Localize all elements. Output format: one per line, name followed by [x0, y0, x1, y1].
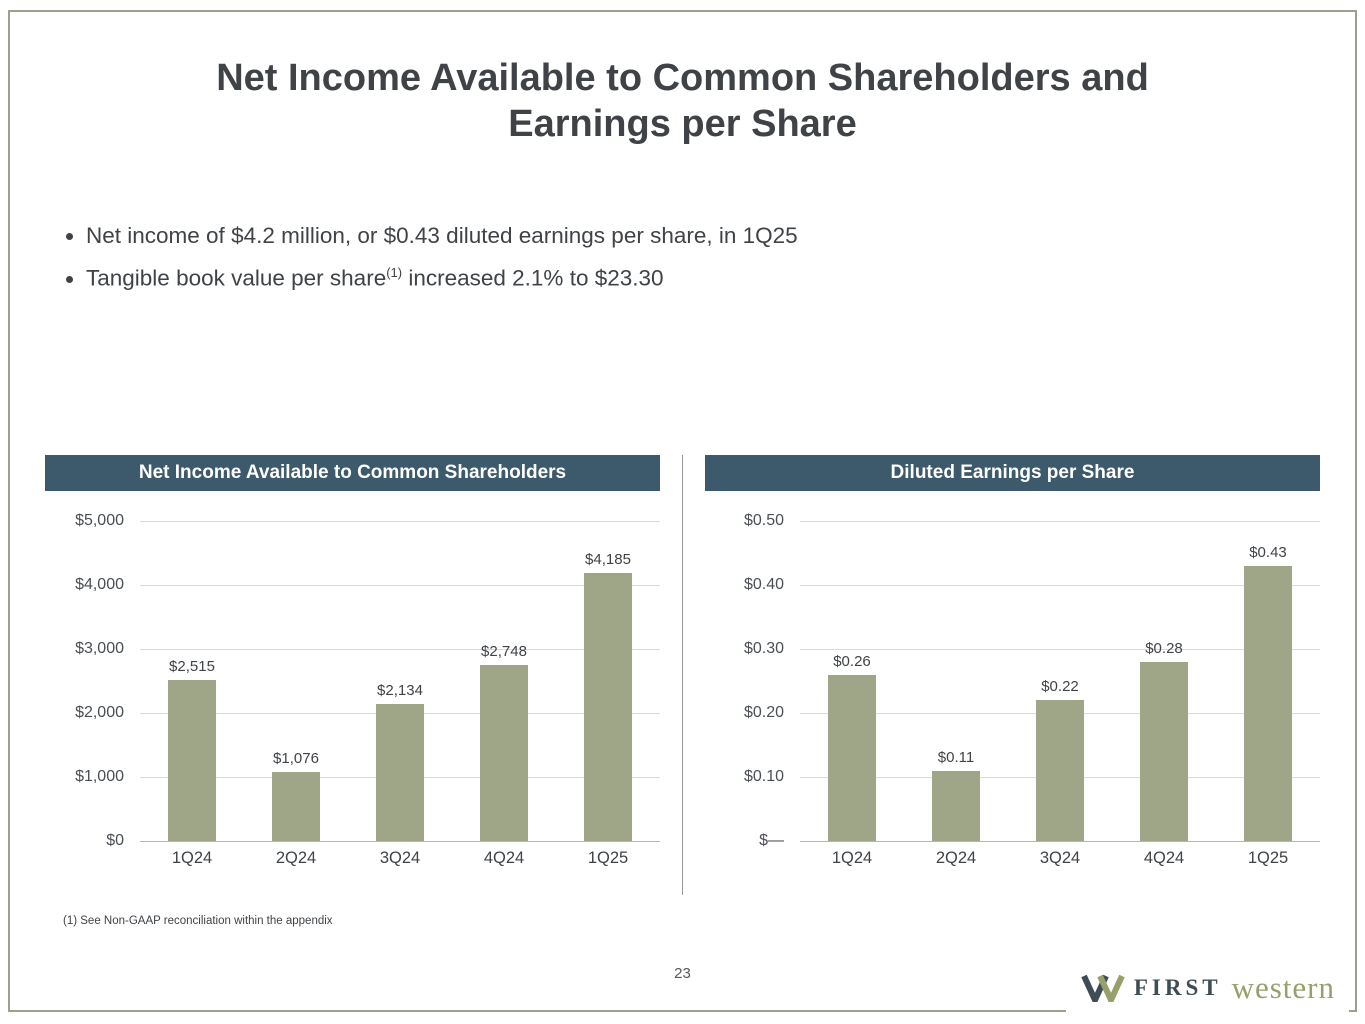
- bar-cell-1Q25: $0.43: [1233, 544, 1303, 841]
- bar-value-label: $1,076: [273, 750, 319, 768]
- x-axis-baseline: [140, 841, 660, 842]
- x-axis-category-label: 2Q24: [935, 849, 977, 867]
- bars-row: $0.26 $0.11 $0.22 $0.28 $0.43: [800, 521, 1320, 841]
- bar-3Q24: [376, 704, 424, 841]
- y-axis-tick-label: $5,000: [75, 512, 124, 529]
- bar-1Q24: [828, 674, 876, 841]
- footnote-reference: (1): [386, 265, 403, 281]
- eps-plot-area: $0.26 $0.11 $0.22 $0.28 $0.43: [800, 521, 1320, 842]
- gridline: [800, 585, 1320, 586]
- x-axis-category-label: 1Q25: [587, 849, 629, 867]
- bar-1Q25: [584, 573, 632, 841]
- x-axis-category-label: 1Q24: [171, 849, 213, 867]
- bar-value-label: $4,185: [585, 551, 631, 569]
- bullet-tangible-book-value: Tangible book value per share(1) increas…: [86, 265, 1365, 292]
- bar-cell-4Q24: $0.28: [1129, 640, 1199, 841]
- y-axis-tick-label: $0.20: [743, 704, 784, 721]
- bullet-list: Net income of $4.2 million, or $0.43 dil…: [60, 223, 1365, 292]
- bar-cell-3Q24: $0.22: [1025, 678, 1095, 841]
- charts-section: Net Income Available to Common Sharehold…: [45, 455, 1320, 868]
- bar-value-label: $0.26: [833, 652, 871, 670]
- bar-3Q24: [1036, 700, 1084, 841]
- bar-cell-2Q24: $1,076: [261, 750, 331, 841]
- first-western-logo: FIRST western: [1065, 964, 1349, 1016]
- y-axis-tick-label: $1,000: [75, 768, 124, 785]
- chart-divider-line: [682, 455, 683, 895]
- x-axis-baseline: [800, 841, 1320, 842]
- page-number: 23: [674, 965, 691, 982]
- eps-x-axis: 1Q24 2Q24 3Q24 4Q24 1Q25: [800, 849, 1320, 868]
- y-axis-tick-label: $0.30: [743, 640, 784, 657]
- eps-chart-body: $— $0.10 $0.20 $0.30 $0.40 $0.50 $0.26 $0.11 $0…: [705, 491, 1320, 849]
- first-western-logo-mark: [1081, 974, 1125, 1002]
- bar-cell-1Q24: $2,515: [157, 658, 227, 841]
- bar-cell-4Q24: $2,748: [469, 643, 539, 841]
- net-income-chart-title: Net Income Available to Common Sharehold…: [45, 455, 660, 491]
- x-axis-category-label: 2Q24: [275, 849, 317, 867]
- x-axis-category-label: 1Q25: [1247, 849, 1289, 867]
- gridline: [140, 649, 660, 650]
- bullet-net-income: Net income of $4.2 million, or $0.43 dil…: [86, 223, 1365, 249]
- bar-value-label: $0.28: [1145, 639, 1183, 657]
- net-income-y-axis: $0 $1,000 $2,000 $3,000 $4,000 $5,000: [45, 512, 140, 849]
- y-axis-tick-label: $3,000: [75, 640, 124, 657]
- bar-value-label: $2,748: [481, 643, 527, 661]
- bar-cell-1Q24: $0.26: [817, 653, 887, 841]
- y-axis-tick-label: $0.50: [743, 512, 784, 529]
- eps-chart: Diluted Earnings per Share $— $0.10 $0.20 $…: [705, 455, 1320, 868]
- x-axis-category-label: 3Q24: [379, 849, 421, 867]
- y-axis-tick-label: $0: [106, 832, 124, 849]
- logo-text-western: western: [1231, 970, 1335, 1005]
- net-income-chart: Net Income Available to Common Sharehold…: [45, 455, 660, 868]
- y-axis-tick-label: $—: [759, 832, 784, 849]
- bar-2Q24: [272, 772, 320, 841]
- slide-title: Net Income Available to Common Sharehold…: [216, 57, 1149, 145]
- x-axis-category-label: 3Q24: [1039, 849, 1081, 867]
- y-axis-tick-label: $0.10: [743, 768, 784, 785]
- bar-2Q24: [932, 770, 980, 841]
- eps-chart-title: Diluted Earnings per Share: [705, 455, 1320, 491]
- bar-4Q24: [1140, 661, 1188, 841]
- bullet-text: Tangible book value per share: [86, 265, 387, 291]
- gridline: [800, 649, 1320, 650]
- gridline: [140, 521, 660, 522]
- net-income-x-axis: 1Q24 2Q24 3Q24 4Q24 1Q25: [140, 849, 660, 868]
- bar-4Q24: [480, 665, 528, 841]
- bar-value-label: $0.22: [1041, 678, 1079, 696]
- x-axis-category-label: 1Q24: [831, 849, 873, 867]
- bullet-text: Net income of $4.2 million, or $0.43 dil…: [86, 223, 798, 249]
- logo-text-first: FIRST: [1133, 975, 1222, 1000]
- x-axis-category-label: 4Q24: [483, 849, 525, 867]
- bar-value-label: $0.43: [1249, 543, 1287, 561]
- gridline: [140, 585, 660, 586]
- bar-1Q25: [1244, 565, 1292, 841]
- x-axis-category-label: 4Q24: [1143, 849, 1185, 867]
- bar-1Q24: [168, 680, 216, 841]
- bullet-text: increased 2.1% to $23.30: [402, 265, 664, 291]
- bar-cell-2Q24: $0.11: [921, 749, 991, 841]
- y-axis-tick-label: $2,000: [75, 704, 124, 721]
- bar-value-label: $2,134: [377, 682, 423, 700]
- bar-value-label: $0.11: [937, 748, 975, 766]
- net-income-plot-area: $2,515 $1,076 $2,134 $2,748 $4,185: [140, 521, 660, 842]
- y-axis-tick-label: $0.40: [743, 576, 784, 593]
- bars-row: $2,515 $1,076 $2,134 $2,748 $4,185: [140, 521, 660, 841]
- bar-value-label: $2,515: [169, 658, 215, 676]
- gridline: [800, 521, 1320, 522]
- footnote: (1) See Non-GAAP reconciliation within t…: [63, 915, 333, 927]
- y-axis-tick-label: $4,000: [75, 576, 124, 593]
- net-income-chart-body: $0 $1,000 $2,000 $3,000 $4,000 $5,000 $2,515 $…: [45, 491, 660, 849]
- bar-cell-3Q24: $2,134: [365, 682, 435, 841]
- eps-y-axis: $— $0.10 $0.20 $0.30 $0.40 $0.50: [705, 512, 800, 849]
- bar-cell-1Q25: $4,185: [573, 551, 643, 841]
